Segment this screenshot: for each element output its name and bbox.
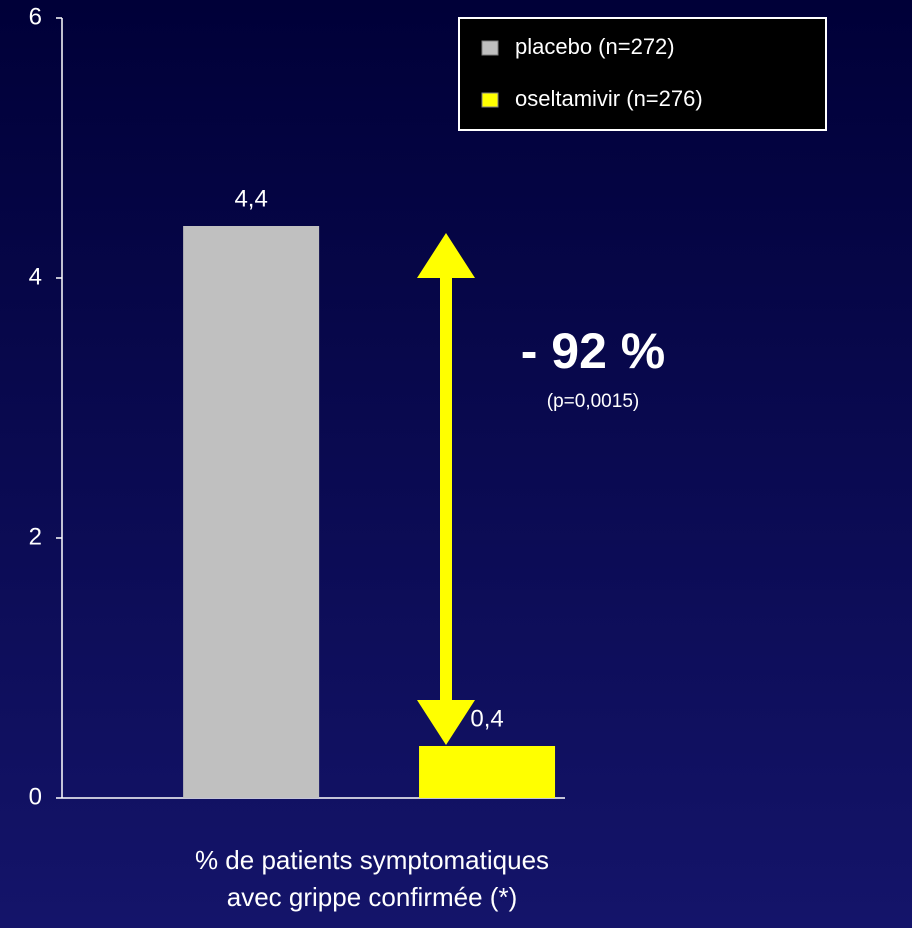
annotation-reduction: - 92 % [521, 323, 666, 379]
y-tick-label: 0 [29, 783, 42, 810]
legend-swatch [481, 92, 499, 108]
y-tick-label: 6 [29, 3, 42, 30]
y-tick-label: 4 [29, 263, 42, 290]
x-axis-label: avec grippe confirmée (*) [227, 882, 517, 912]
legend-label: oseltamivir (n=276) [515, 86, 703, 111]
annotation-pvalue: (p=0,0015) [547, 391, 639, 412]
bar [419, 746, 556, 798]
value-label: 4,4 [234, 185, 267, 212]
legend-label: placebo (n=272) [515, 34, 675, 59]
value-label: 0,4 [470, 705, 503, 732]
bar [183, 226, 320, 798]
legend-box [458, 17, 827, 131]
legend-swatch [481, 40, 499, 56]
x-axis-label: % de patients symptomatiques [195, 845, 549, 875]
y-tick-label: 2 [29, 523, 42, 550]
arrow [417, 233, 475, 745]
